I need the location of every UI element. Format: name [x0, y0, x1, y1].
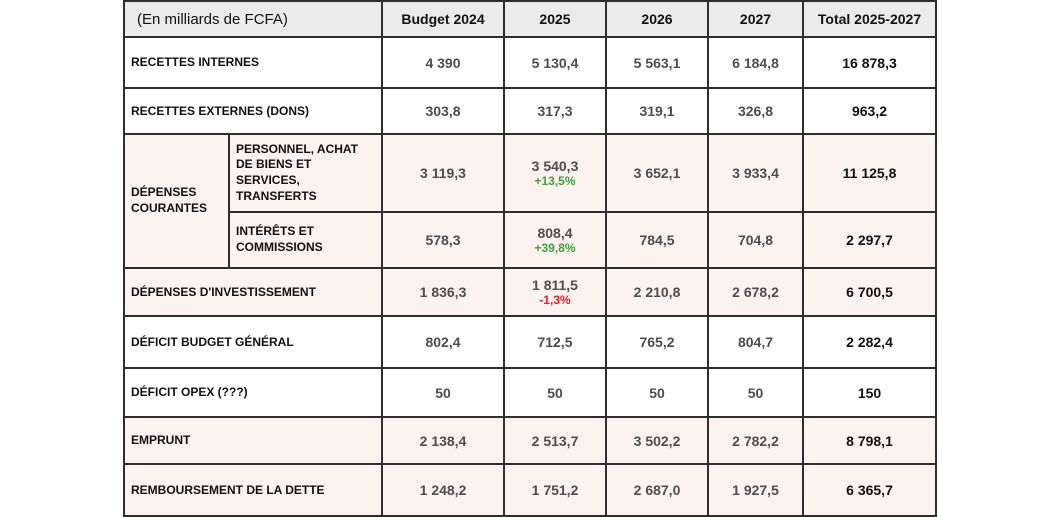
value-cell: 3 652,1 — [605, 133, 709, 213]
total-cell: 16 878,3 — [802, 36, 937, 89]
value-cell: 5 563,1 — [605, 36, 709, 89]
delta-badge: +13,5% — [534, 173, 576, 188]
table-row: RECETTES EXTERNES (DONS) 303,8 317,3 319… — [123, 87, 937, 135]
value-text: 3 540,3 — [531, 157, 579, 174]
value-cell: 50 — [381, 367, 505, 418]
group-row-label: DÉPENSES COURANTES — [123, 133, 230, 269]
value-cell: 319,1 — [605, 87, 709, 135]
value-cell: 808,4 +39,8% — [503, 211, 607, 269]
value-cell: 50 — [503, 367, 607, 418]
delta-badge: +39,8% — [534, 240, 576, 255]
value-cell: 804,7 — [707, 315, 804, 369]
value-cell: 2 782,2 — [707, 416, 804, 465]
row-label: DÉPENSES D'INVESTISSEMENT — [123, 267, 383, 317]
total-cell: 11 125,8 — [802, 133, 937, 213]
table-row: DÉFICIT BUDGET GÉNÉRAL 802,4 712,5 765,2… — [123, 315, 937, 369]
value-cell: 2 138,4 — [381, 416, 505, 465]
delta-badge: -1,3% — [539, 292, 571, 307]
value-cell: 1 248,2 — [381, 463, 505, 517]
header-row: (En milliards de FCFA) Budget 2024 2025 … — [123, 0, 937, 38]
value-cell: 3 933,4 — [707, 133, 804, 213]
value-cell: 3 119,3 — [381, 133, 505, 213]
table-row: DÉPENSES D'INVESTISSEMENT 1 836,3 1 811,… — [123, 267, 937, 317]
column-header-2025: 2025 — [503, 0, 607, 38]
value-cell: 6 184,8 — [707, 36, 804, 89]
column-header-total: Total 2025-2027 — [802, 0, 937, 38]
value-cell: 578,3 — [381, 211, 505, 269]
total-cell: 8 798,1 — [802, 416, 937, 465]
budget-table: (En milliards de FCFA) Budget 2024 2025 … — [123, 0, 937, 517]
column-header-2026: 2026 — [605, 0, 709, 38]
row-label: DÉFICIT OPEX (???) — [123, 367, 383, 418]
value-cell: 765,2 — [605, 315, 709, 369]
table-row: REMBOURSEMENT DE LA DETTE 1 248,2 1 751,… — [123, 463, 937, 517]
total-cell: 6 365,7 — [802, 463, 937, 517]
value-cell: 712,5 — [503, 315, 607, 369]
value-cell: 4 390 — [381, 36, 505, 89]
row-label: DÉFICIT BUDGET GÉNÉRAL — [123, 315, 383, 369]
table-row: RECETTES INTERNES 4 390 5 130,4 5 563,1 … — [123, 36, 937, 89]
value-cell: 303,8 — [381, 87, 505, 135]
sub-row-label: PERSONNEL, ACHAT DE BIENS ET SERVICES, T… — [228, 133, 383, 213]
total-cell: 2 297,7 — [802, 211, 937, 269]
value-cell: 2 210,8 — [605, 267, 709, 317]
value-cell: 2 687,0 — [605, 463, 709, 517]
value-cell: 704,8 — [707, 211, 804, 269]
value-cell: 5 130,4 — [503, 36, 607, 89]
total-cell: 963,2 — [802, 87, 937, 135]
total-cell: 6 700,5 — [802, 267, 937, 317]
table-row: EMPRUNT 2 138,4 2 513,7 3 502,2 2 782,2 … — [123, 416, 937, 465]
column-header-budget-2024: Budget 2024 — [381, 0, 505, 38]
value-cell: 802,4 — [381, 315, 505, 369]
value-cell: 1 811,5 -1,3% — [503, 267, 607, 317]
table-row: DÉFICIT OPEX (???) 50 50 50 50 150 — [123, 367, 937, 418]
value-cell: 1 836,3 — [381, 267, 505, 317]
value-text: 808,4 — [537, 224, 573, 241]
value-cell: 326,8 — [707, 87, 804, 135]
sub-row-label: INTÉRÊTS ET COMMISSIONS — [228, 211, 383, 269]
budget-projection-table: (En milliards de FCFA) Budget 2024 2025 … — [123, 0, 937, 517]
value-cell: 50 — [707, 367, 804, 418]
value-cell: 2 513,7 — [503, 416, 607, 465]
value-cell: 3 540,3 +13,5% — [503, 133, 607, 213]
value-cell: 784,5 — [605, 211, 709, 269]
value-cell: 3 502,2 — [605, 416, 709, 465]
value-cell: 1 927,5 — [707, 463, 804, 517]
row-label: EMPRUNT — [123, 416, 383, 465]
value-cell: 1 751,2 — [503, 463, 607, 517]
row-label: RECETTES INTERNES — [123, 36, 383, 89]
row-label: RECETTES EXTERNES (DONS) — [123, 87, 383, 135]
table-row: DÉPENSES COURANTES PERSONNEL, ACHAT DE B… — [123, 133, 937, 269]
value-text: 1 811,5 — [532, 276, 578, 293]
total-cell: 150 — [802, 367, 937, 418]
unit-label: (En milliards de FCFA) — [123, 0, 383, 38]
table-row: INTÉRÊTS ET COMMISSIONS 578,3 808,4 +39,… — [124, 211, 937, 269]
column-header-2027: 2027 — [707, 0, 804, 38]
row-label: REMBOURSEMENT DE LA DETTE — [123, 463, 383, 517]
value-cell: 317,3 — [503, 87, 607, 135]
value-cell: 50 — [605, 367, 709, 418]
total-cell: 2 282,4 — [802, 315, 937, 369]
value-cell: 2 678,2 — [707, 267, 804, 317]
